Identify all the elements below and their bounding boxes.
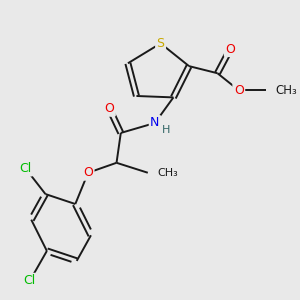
Text: O: O bbox=[234, 84, 244, 97]
Text: CH₃: CH₃ bbox=[276, 84, 298, 97]
Text: CH₃: CH₃ bbox=[158, 168, 178, 178]
Text: S: S bbox=[157, 37, 165, 50]
Text: O: O bbox=[104, 102, 114, 115]
Text: O: O bbox=[225, 43, 235, 56]
Text: O: O bbox=[83, 166, 93, 179]
Text: Cl: Cl bbox=[24, 274, 36, 287]
Text: Cl: Cl bbox=[20, 162, 32, 175]
Text: H: H bbox=[161, 125, 170, 135]
Text: N: N bbox=[150, 116, 160, 130]
